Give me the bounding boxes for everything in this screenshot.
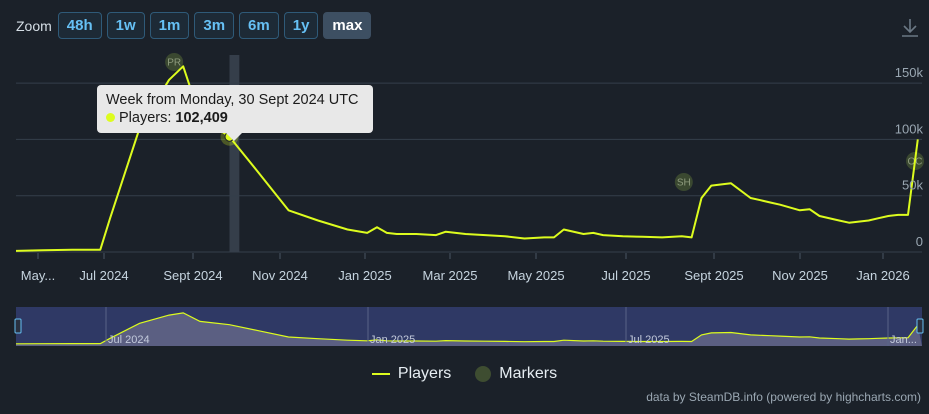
tooltip-title: Week from Monday, 30 Sept 2024 UTC [106,92,359,108]
y-tick-label: 50k [902,178,923,193]
highlight-band [229,55,240,252]
zoom-1y-button[interactable]: 1y [283,12,319,39]
y-tick-label: 0 [916,234,923,249]
zoom-max-button[interactable]: max [323,12,372,39]
legend-markers-label: Markers [499,365,558,382]
navigator-x-label: Jan 2025 [370,334,415,346]
markers-circle-icon [475,366,492,382]
legend: Players Markers [0,365,929,383]
navigator-x-label: Jul 2024 [108,334,150,346]
tooltip-value: 102,409 [175,110,228,126]
navigator-line [15,312,919,345]
x-tick-label: Jan 2025 [338,268,392,283]
zoom-3m-button[interactable]: 3m [194,12,235,39]
x-tick-label: May 2025 [507,268,564,283]
x-tick-label: Jan 2026 [856,268,910,283]
zoom-6m-button[interactable]: 6m [239,12,279,39]
zoom-1w-button[interactable]: 1w [106,12,145,39]
marker-sh[interactable] [674,173,693,191]
x-tick-label: Mar 2025 [423,268,478,283]
x-tick-label: May... [21,268,55,283]
players-line-icon [371,373,390,375]
x-tick-label: Sept 2025 [684,268,743,283]
legend-players-label: Players [397,365,452,382]
tooltip-series-label: Players: [119,110,176,126]
navigator-x-label: Jul 2025 [628,334,670,346]
y-tick-label: 150k [895,65,924,80]
legend-item-players[interactable]: Players [371,365,452,383]
x-tick-label: Nov 2025 [772,268,828,283]
navigator-handle-left[interactable] [14,318,22,334]
navigator-handle-right[interactable] [916,318,924,334]
x-tick-label: Nov 2024 [252,268,308,283]
marker-pr[interactable] [165,53,184,71]
download-icon[interactable] [899,17,921,39]
x-tick-label: Sept 2024 [163,268,222,283]
players-dot-icon [106,113,115,122]
tooltip: Week from Monday, 30 Sept 2024 UTC Playe… [97,85,373,133]
legend-item-markers[interactable]: Markers [475,365,557,383]
marker-label: PR [167,58,181,69]
credits[interactable]: data by SteamDB.info (powered by highcha… [646,390,921,404]
tooltip-row: Players: 102,409 [106,109,364,127]
zoom-1m-button[interactable]: 1m [149,12,190,39]
x-tick-label: Jul 2025 [601,268,650,283]
marker-label: SH [677,178,691,189]
navigator-area [16,312,922,346]
y-tick-label: 100k [895,121,924,136]
zoom-bar: Zoom 48h 1w 1m 3m 6m 1y max [16,11,376,40]
navigator-x-label: Jan... [890,334,917,346]
zoom-48h-button[interactable]: 48h [57,12,102,39]
x-tick-label: Jul 2024 [79,268,128,283]
tooltip-arrow [226,133,242,141]
zoom-label: Zoom [16,17,52,34]
